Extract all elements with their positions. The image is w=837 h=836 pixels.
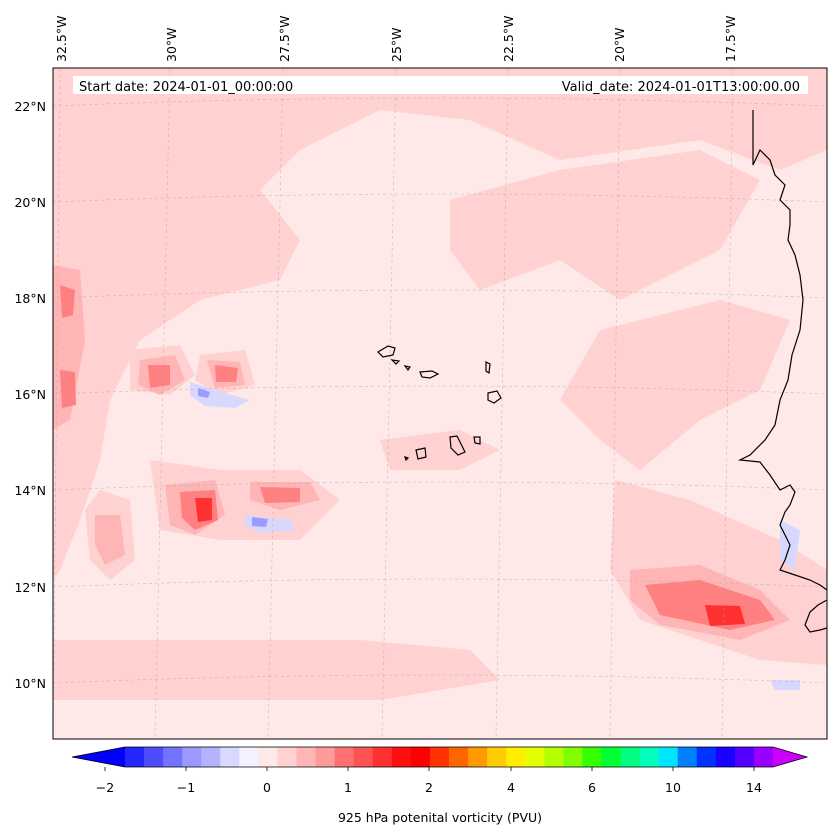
valid-date-label: Valid_date: 2024-01-01T13:00:00.00 — [562, 80, 800, 95]
map-panel — [53, 68, 827, 739]
colorbar-segment — [429, 747, 450, 767]
cape-verde-islands — [377, 345, 502, 462]
colorbar-segment — [582, 747, 603, 767]
longitude-labels: 32.5°W 30°W 27.5°W 25°W 22.5°W 20°W 17.5… — [54, 16, 738, 62]
colorbar-segment — [258, 747, 279, 767]
colorbar-segment — [468, 747, 488, 767]
lat-label: 14°N — [14, 483, 46, 498]
colorbar-segment — [715, 747, 736, 767]
colorbar-segment — [487, 747, 507, 767]
colorbar-segment — [639, 747, 660, 767]
colorbar-segment — [620, 747, 641, 767]
colorbar-segment — [410, 747, 431, 767]
lon-label: 17.5°W — [723, 16, 738, 62]
african-coastline — [737, 110, 827, 633]
colorbar-segment — [658, 747, 679, 767]
colorbar-tick-label: 0 — [263, 780, 271, 795]
colorbar-segment — [220, 747, 240, 767]
lat-label: 10°N — [14, 676, 46, 691]
colorbar-segment — [182, 747, 202, 767]
lon-label: 27.5°W — [277, 16, 292, 62]
pv-field-strong-negative — [198, 388, 268, 527]
lon-label: 25°W — [389, 27, 404, 62]
lat-label: 16°N — [14, 387, 46, 402]
colorbar-extend-max — [773, 747, 807, 767]
colorbar-segment — [315, 747, 336, 767]
colorbar-segment — [239, 747, 260, 767]
colorbar-extend-min — [72, 747, 125, 767]
colorbar-segment — [544, 747, 564, 767]
lon-label: 32.5°W — [54, 16, 69, 62]
colorbar-segment — [125, 747, 145, 767]
start-date-label: Start date: 2024-01-01_00:00:00 — [79, 80, 293, 95]
colorbar-segment — [525, 747, 545, 767]
lat-label: 18°N — [14, 291, 46, 306]
colorbar-segment — [277, 747, 298, 767]
colorbar-ticks: −2 −1 0 1 2 4 6 10 14 — [96, 780, 762, 795]
lon-label: 30°W — [164, 27, 179, 62]
colorbar-segment — [601, 747, 622, 767]
colorbar-outline — [71, 746, 809, 768]
graticule — [53, 68, 827, 739]
lat-label: 20°N — [14, 195, 46, 210]
colorbar-segment — [334, 747, 355, 767]
colorbar-tick-label: 6 — [588, 780, 596, 795]
colorbar-segment — [449, 747, 469, 767]
colorbar-segment — [677, 747, 698, 767]
colorbar-segment — [201, 747, 221, 767]
colorbar-segment — [163, 747, 183, 767]
map-frame — [52, 67, 828, 740]
colorbar-segment — [753, 747, 774, 767]
colorbar-segment — [563, 747, 584, 767]
colorbar-tick-label: 10 — [665, 780, 681, 795]
latitude-labels: 22°N 20°N 18°N 16°N 14°N 12°N 10°N — [14, 99, 46, 691]
date-banner — [73, 76, 808, 94]
colorbar-tick-label: 1 — [344, 780, 352, 795]
lat-label: 22°N — [14, 99, 46, 114]
colorbar-title: 925 hPa potenital vorticity (PVU) — [338, 810, 542, 825]
lon-label: 20°W — [612, 27, 627, 62]
colorbar-segment — [391, 747, 412, 767]
colorbar-tick-label: 4 — [507, 780, 515, 795]
colorbar-tick-label: −2 — [96, 780, 114, 795]
lat-label: 12°N — [14, 580, 46, 595]
colorbar-tick-label: 14 — [746, 780, 762, 795]
colorbar-tick-label: 2 — [425, 780, 433, 795]
colorbar-segment — [372, 747, 393, 767]
colorbar-segment — [296, 747, 317, 767]
colorbar-segment — [734, 747, 755, 767]
colorbar — [71, 746, 809, 771]
lon-label: 22.5°W — [501, 16, 516, 62]
pv-field-peak-positive — [195, 498, 745, 626]
colorbar-tick-label: −1 — [177, 780, 195, 795]
colorbar-segment — [144, 747, 164, 767]
colorbar-segment — [506, 747, 526, 767]
colorbar-segment — [696, 747, 717, 767]
colorbar-segment — [353, 747, 374, 767]
